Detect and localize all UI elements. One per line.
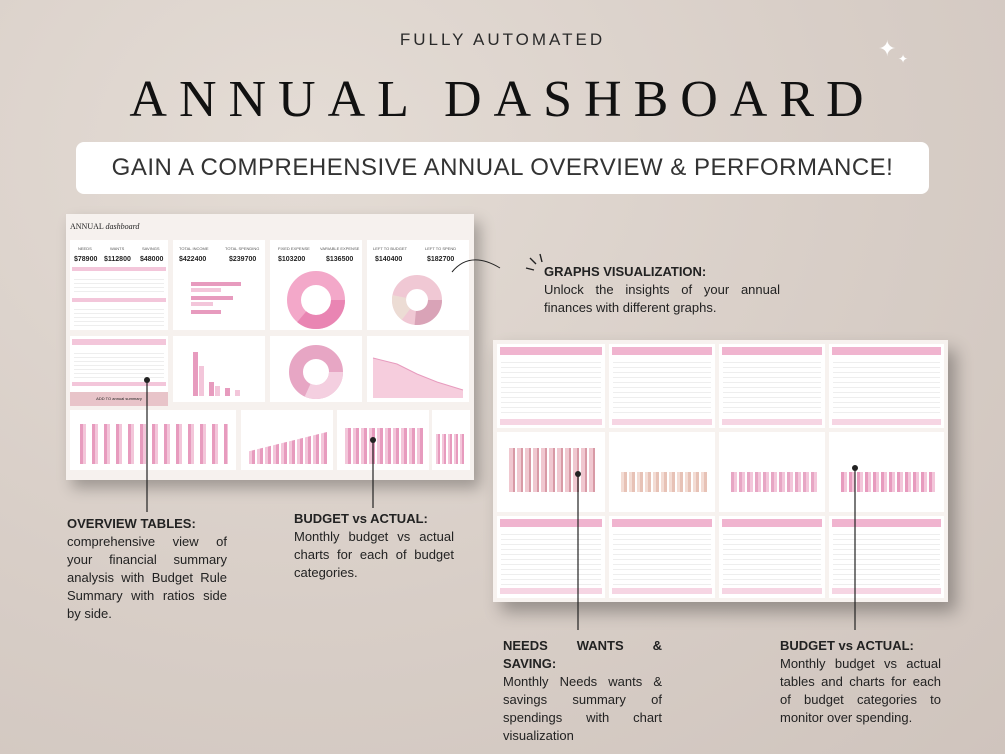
kpi-value: $422400 — [179, 256, 207, 263]
left-to-spend-area-chart — [367, 336, 469, 402]
debts-budget-vs-actual-chart — [609, 432, 715, 512]
investments-table — [829, 516, 944, 598]
needs-wants-savings-table — [497, 516, 605, 598]
expense-budget-vs-actual-chart — [337, 410, 429, 470]
annual-dashboard-preview: ANNUAL dashboard NEEDS $78900 WANTS $112… — [66, 214, 474, 480]
kpi-value: $112800 — [104, 256, 131, 263]
page-title: ANNUAL DASHBOARD — [129, 71, 876, 128]
kpi-value: $78900 — [74, 256, 98, 263]
callout-budget-vs-actual-charts: BUDGET vs ACTUAL: Monthly budget vs actu… — [294, 510, 454, 582]
budget-rule-table — [70, 264, 168, 330]
headline-banner: GAIN A COMPREHENSIVE ANNUAL OVERVIEW & P… — [76, 142, 929, 194]
banner-text: GAIN A COMPREHENSIVE ANNUAL OVERVIEW & P… — [111, 154, 894, 181]
kpi-value: $136500 — [326, 256, 354, 263]
kpi-label: SAVINGS — [142, 246, 160, 251]
kpi-label: TOTAL INCOME — [179, 246, 209, 251]
sparkle-icon: ✦ — [878, 36, 897, 61]
callout-heading: BUDGET vs ACTUAL: — [780, 638, 914, 653]
kpi-label: NEEDS — [78, 246, 92, 251]
kpi-label: WANTS — [110, 246, 125, 251]
monthly-income-expense-table — [497, 344, 605, 428]
callout-body: Monthly budget vs actual tables and char… — [780, 656, 941, 725]
spending-donut-chart — [270, 336, 362, 402]
kpi-label: TOTAL SPENDING — [225, 246, 260, 251]
callout-heading: OVERVIEW TABLES: — [67, 516, 196, 531]
budget-rule-bar-chart — [173, 264, 265, 330]
callout-body: Monthly budget vs actual charts for each… — [294, 529, 454, 580]
financial-summary-bar-chart — [173, 336, 265, 402]
variable-expense-pie-chart — [367, 264, 469, 330]
dashboard-title: ANNUAL dashboard — [70, 222, 139, 231]
savings-budget-vs-actual-chart — [719, 432, 825, 512]
kpi-label: FIXED EXPENSE — [278, 246, 310, 251]
bills-table — [829, 344, 944, 428]
callout-heading: NEEDS WANTS & SAVING: — [503, 638, 662, 671]
callout-heading: GRAPHS VISUALIZATION: — [544, 264, 707, 279]
add-to-summary-box: ADD TO annual summary — [70, 392, 168, 406]
dashboard-title-script: dashboard — [105, 222, 140, 231]
callout-graphs: GRAPHS VISUALIZATION: Unlock the insight… — [544, 263, 780, 317]
monthly-income-expense-chart — [70, 410, 236, 470]
sparkle-small-icon: ✦ — [898, 52, 909, 66]
expense-table — [719, 344, 825, 428]
income-budget-vs-actual-chart — [241, 410, 333, 470]
income-table — [609, 344, 715, 428]
debts-table — [609, 516, 715, 598]
dashboard-title-main: ANNUAL — [70, 222, 104, 231]
kpi-label: VARIABLE EXPENSE — [320, 246, 360, 251]
needs-wants-savings-chart — [497, 432, 605, 512]
kpi-label: LEFT TO BUDGET — [373, 246, 408, 251]
kpi-value: $140400 — [375, 256, 403, 263]
callout-body: Monthly Needs wants & savings summary of… — [503, 674, 662, 743]
kicker-text: FULLY AUTOMATED — [399, 30, 606, 49]
investment-budget-vs-actual-chart — [829, 432, 944, 512]
kpi-value: $182700 — [427, 256, 455, 263]
callout-budget-vs-actual-tables: BUDGET vs ACTUAL: Monthly budget vs actu… — [780, 637, 941, 727]
kpi-label: LEFT TO SPEND — [425, 246, 457, 251]
add-to-summary-text: ADD TO annual summary — [96, 396, 142, 401]
financial-summary-table — [70, 336, 168, 402]
allocation-donut-chart — [270, 264, 362, 330]
savings-table — [719, 516, 825, 598]
callout-overview: OVERVIEW TABLES: comprehensive view of y… — [67, 515, 227, 623]
kpi-value: $48000 — [140, 256, 164, 263]
budget-vs-actual-preview — [493, 340, 948, 602]
callout-body: Unlock the insights of your annual finan… — [544, 282, 780, 315]
kpi-value: $103200 — [278, 256, 306, 263]
kpi-value: $239700 — [229, 256, 257, 263]
bills-budget-vs-actual-chart — [432, 410, 470, 470]
callout-body: comprehensive view of your financial sum… — [67, 534, 227, 621]
callout-heading: BUDGET vs ACTUAL: — [294, 511, 428, 526]
callout-needs-wants-saving: NEEDS WANTS & SAVING: Monthly Needs want… — [503, 637, 662, 745]
